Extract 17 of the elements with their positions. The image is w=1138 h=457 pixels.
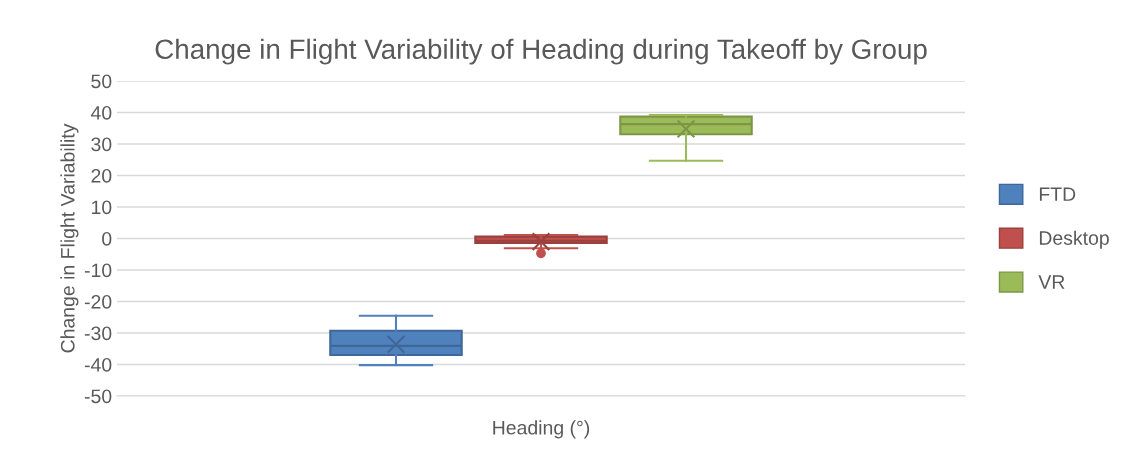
legend-label: FTD (1039, 187, 1076, 201)
y-tick-label: -20 (84, 294, 112, 309)
legend-label: Desktop (1039, 230, 1109, 249)
y-axis-title: Change in Flight Variability (60, 123, 79, 353)
y-tick-label: 10 (92, 200, 112, 215)
y-tick-label: -30 (84, 326, 112, 341)
legend-label: VR (1038, 275, 1065, 289)
y-tick-label: 40 (90, 105, 112, 120)
y-tick-label: 0 (102, 231, 112, 246)
x-axis-title: Heading (°) (493, 420, 590, 439)
y-tick-label: -40 (84, 357, 112, 372)
y-tick-label: 30 (91, 137, 112, 152)
y-tick-label: -50 (84, 389, 112, 404)
y-tick-label: 20 (91, 168, 112, 183)
chart-title: Change in Flight Variability of Heading during Takeoff by Group (155, 38, 927, 65)
y-tick-label: 50 (91, 74, 112, 89)
y-tick-label: -10 (84, 263, 112, 278)
